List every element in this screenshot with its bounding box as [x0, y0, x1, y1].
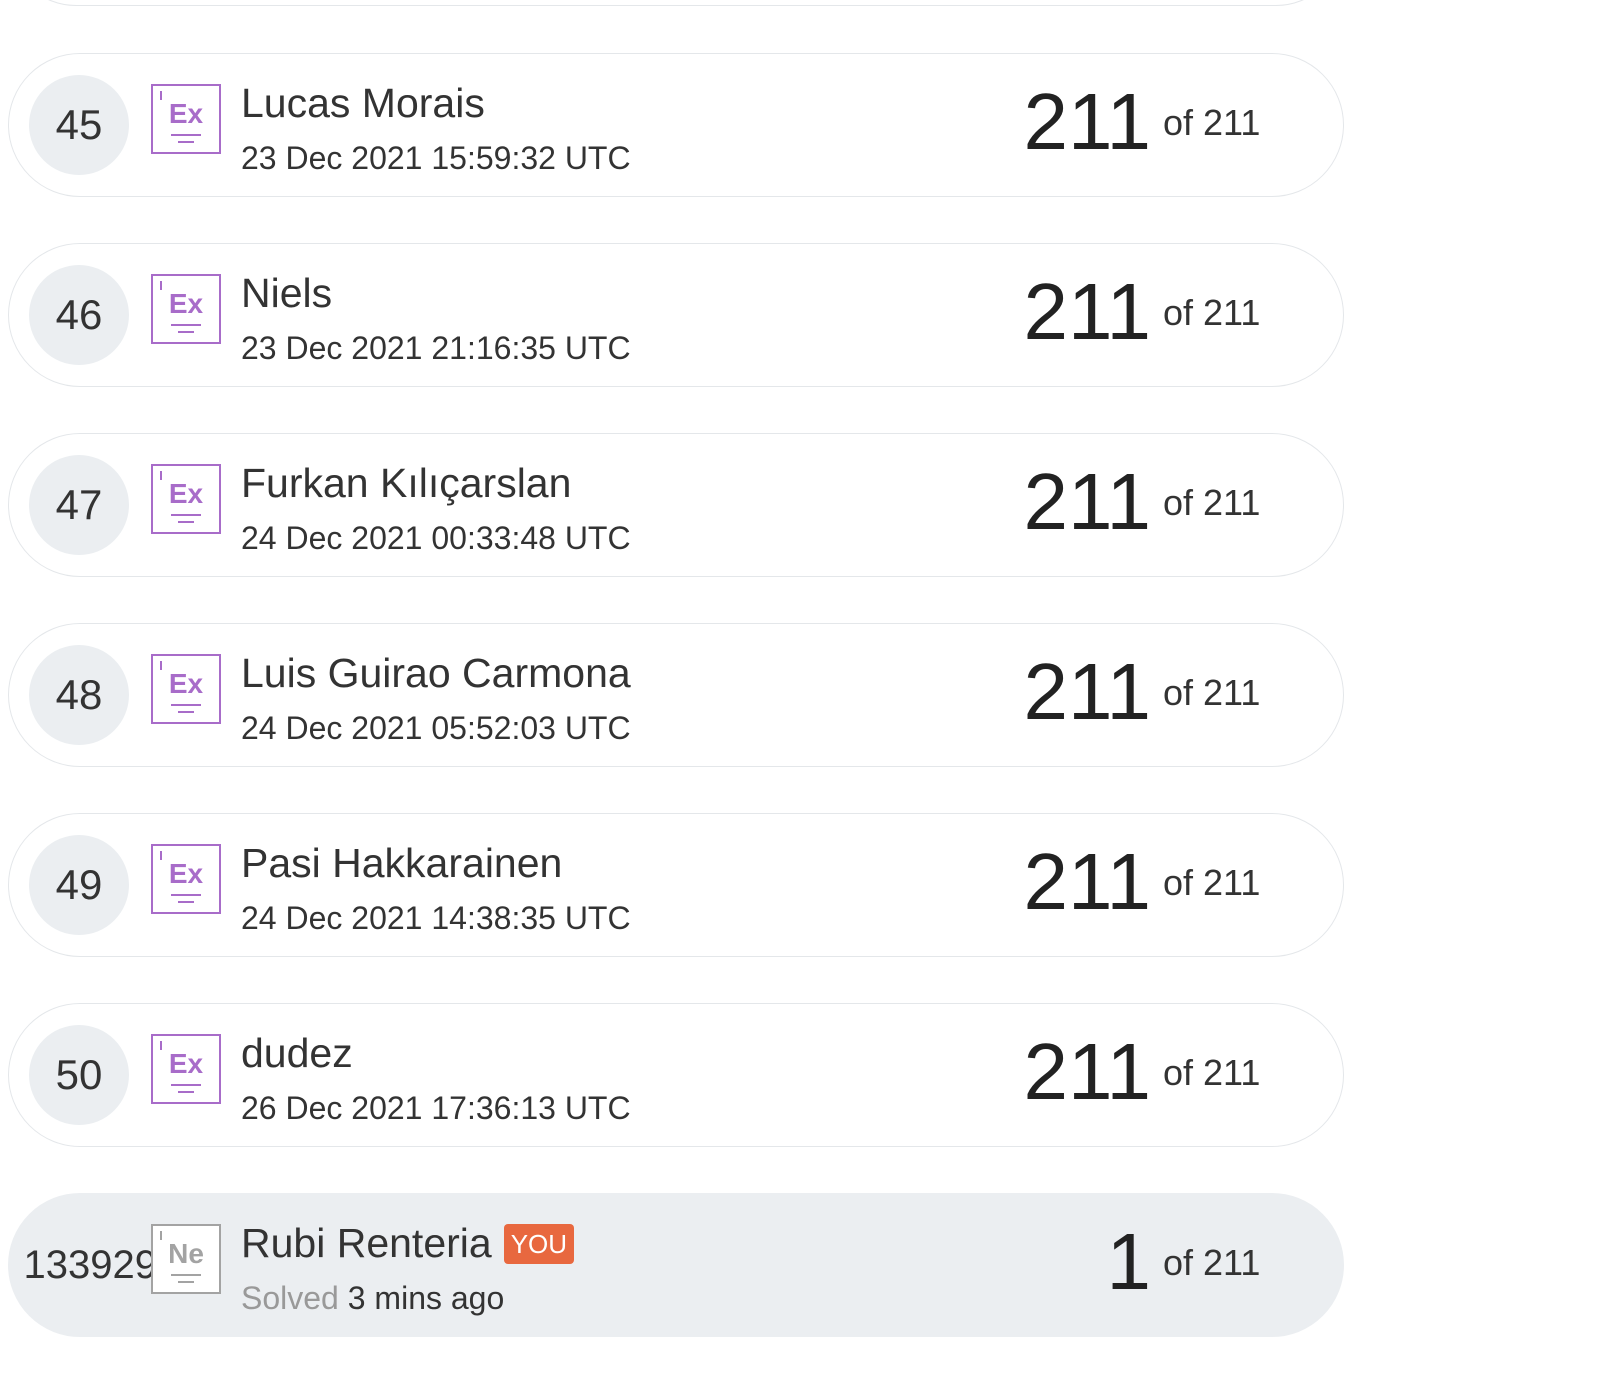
solve-date: 24 Dec 2021 05:52:03 UTC [241, 710, 631, 746]
score-total: of 211 [1163, 102, 1261, 143]
score-value: 211 [1023, 267, 1151, 356]
solve-date: 24 Dec 2021 00:33:48 UTC [241, 520, 631, 556]
rank-circle: 46 [29, 265, 129, 365]
level-badge-icon: Ex [151, 654, 221, 724]
solve-date: 26 Dec 2021 17:36:13 UTC [241, 1090, 631, 1126]
score-value: 1 [1106, 1217, 1152, 1306]
badge-code: Ex [168, 478, 204, 509]
rank-circle: 49 [29, 835, 129, 935]
solve-status: Solved 3 mins ago [241, 1280, 504, 1317]
level-badge-icon: Ex [151, 464, 221, 534]
level-badge-icon: Ex [151, 844, 221, 914]
rank-number: 133929 [23, 1242, 157, 1287]
badge-code: Ex [168, 98, 204, 129]
score-value: 211 [1023, 837, 1151, 926]
user-name[interactable]: dudez [241, 1030, 353, 1076]
leaderboard-row[interactable]: 48 Ex Luis Guirao Carmona 24 Dec 2021 05… [8, 623, 1344, 767]
solved-label: Solved [241, 1280, 339, 1316]
score-total: of 211 [1163, 862, 1261, 903]
solve-date: 23 Dec 2021 15:59:32 UTC [241, 140, 631, 176]
score-total: of 211 [1163, 292, 1261, 333]
previous-row-edge [8, 0, 1344, 6]
current-user-row[interactable]: 133929 Ne Rubi Renteria YOU Solved 3 min… [8, 1193, 1344, 1337]
level-badge-icon: Ne [151, 1224, 221, 1294]
you-badge: YOU [503, 1223, 575, 1264]
rank-circle: 48 [29, 645, 129, 745]
level-badge-icon: Ex [151, 84, 221, 154]
rank-circle: 47 [29, 455, 129, 555]
badge-code: Ne [168, 1238, 204, 1269]
solve-date: 23 Dec 2021 21:16:35 UTC [241, 330, 631, 366]
score-value: 211 [1023, 647, 1151, 736]
user-name[interactable]: Niels [241, 270, 333, 316]
badge-code: Ex [168, 668, 204, 699]
badge-code: Ex [168, 288, 204, 319]
score-total: of 211 [1163, 482, 1261, 523]
solved-time: 3 mins ago [347, 1280, 505, 1316]
score-total: of 211 [1163, 1242, 1261, 1283]
score-value: 211 [1023, 1027, 1151, 1116]
leaderboard-row[interactable]: 49 Ex Pasi Hakkarainen 24 Dec 2021 14:38… [8, 813, 1344, 957]
user-name[interactable]: Lucas Morais [241, 80, 485, 126]
user-name[interactable]: Furkan Kılıçarslan [241, 460, 572, 506]
leaderboard-row[interactable]: 45 Ex Lucas Morais 23 Dec 2021 15:59:32 … [8, 53, 1344, 197]
rank-circle: 50 [29, 1025, 129, 1125]
leaderboard-row[interactable]: 46 Ex Niels 23 Dec 2021 21:16:35 UTC 211… [8, 243, 1344, 387]
leaderboard-list: 45 Ex Lucas Morais 23 Dec 2021 15:59:32 … [8, 53, 1344, 1383]
score-total: of 211 [1163, 1052, 1261, 1093]
solve-date: 24 Dec 2021 14:38:35 UTC [241, 900, 631, 936]
leaderboard-row[interactable]: 47 Ex Furkan Kılıçarslan 24 Dec 2021 00:… [8, 433, 1344, 577]
rank-circle: 45 [29, 75, 129, 175]
user-name[interactable]: Rubi Renteria YOU [241, 1220, 575, 1267]
score-total: of 211 [1163, 672, 1261, 713]
user-name[interactable]: Luis Guirao Carmona [241, 650, 631, 696]
score-value: 211 [1023, 457, 1151, 546]
level-badge-icon: Ex [151, 274, 221, 344]
level-badge-icon: Ex [151, 1034, 221, 1104]
badge-code: Ex [168, 858, 204, 889]
user-name[interactable]: Pasi Hakkarainen [241, 840, 563, 886]
badge-code: Ex [168, 1048, 204, 1079]
score-value: 211 [1023, 77, 1151, 166]
leaderboard-row[interactable]: 50 Ex dudez 26 Dec 2021 17:36:13 UTC 211… [8, 1003, 1344, 1147]
